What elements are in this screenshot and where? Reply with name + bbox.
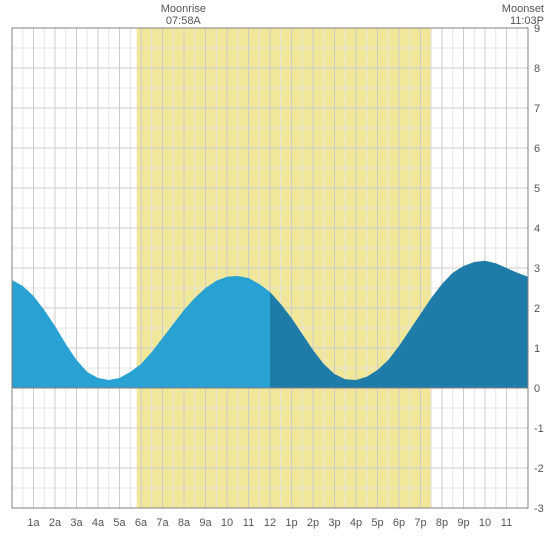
x-tick-label: 5p — [371, 517, 383, 529]
chart-svg: -3-2-101234567891a2a3a4a5a6a7a8a9a101112… — [0, 0, 550, 550]
x-tick-label: 2a — [49, 517, 62, 529]
x-tick-label: 6p — [393, 517, 405, 529]
x-axis-labels: 1a 2a 3a 4a 5a 6a 7a 8a 9a 10 11 12 1p 2p 3p 4p 5p 6p 7p 8p… — [27, 517, 512, 529]
y-tick-label: 2 — [534, 303, 540, 315]
y-tick-label: 1 — [534, 343, 540, 355]
tide-chart: -3-2-101234567891a2a3a4a5a6a7a8a9a101112… — [0, 0, 550, 550]
y-tick-label: 3 — [534, 263, 540, 275]
x-tick-label: 10 — [479, 517, 491, 529]
x-tick-label: 7a — [156, 517, 169, 529]
x-tick-label: 8p — [436, 517, 448, 529]
moonrise-time: 07:58A — [166, 15, 202, 27]
y-tick-label: 0 — [534, 383, 540, 395]
x-tick-label: 1a — [27, 517, 40, 529]
x-tick-label: 11 — [243, 517, 254, 529]
y-tick-label: 8 — [534, 63, 540, 75]
x-tick-label: 12 — [264, 517, 276, 529]
x-tick-label: 3a — [70, 517, 83, 529]
x-tick-label: 2p — [307, 517, 319, 529]
x-tick-label: 7p — [414, 517, 426, 529]
x-tick-label: 6a — [135, 517, 148, 529]
moonset-time: 11:03P — [510, 15, 544, 27]
x-tick-label: 5a — [113, 517, 126, 529]
y-tick-label: 4 — [534, 223, 540, 235]
x-tick-label: 10 — [221, 517, 233, 529]
x-tick-label: 9p — [457, 517, 469, 529]
moonset-label: Moonset — [502, 3, 544, 15]
y-tick-label: -1 — [534, 423, 544, 435]
x-tick-label: 4p — [350, 517, 362, 529]
x-tick-label: 3p — [328, 517, 340, 529]
x-tick-label: 4a — [92, 517, 105, 529]
y-tick-label: 7 — [534, 103, 540, 115]
y-tick-label: -3 — [534, 503, 544, 515]
x-tick-label: 9a — [199, 517, 212, 529]
x-tick-label: 1p — [285, 517, 297, 529]
y-tick-label: 5 — [534, 183, 540, 195]
y-tick-label: 6 — [534, 143, 540, 155]
moonrise-label: Moonrise — [161, 3, 206, 15]
x-tick-label: 11 — [501, 517, 512, 529]
y-tick-label: -2 — [534, 463, 544, 475]
x-tick-label: 8a — [178, 517, 191, 529]
